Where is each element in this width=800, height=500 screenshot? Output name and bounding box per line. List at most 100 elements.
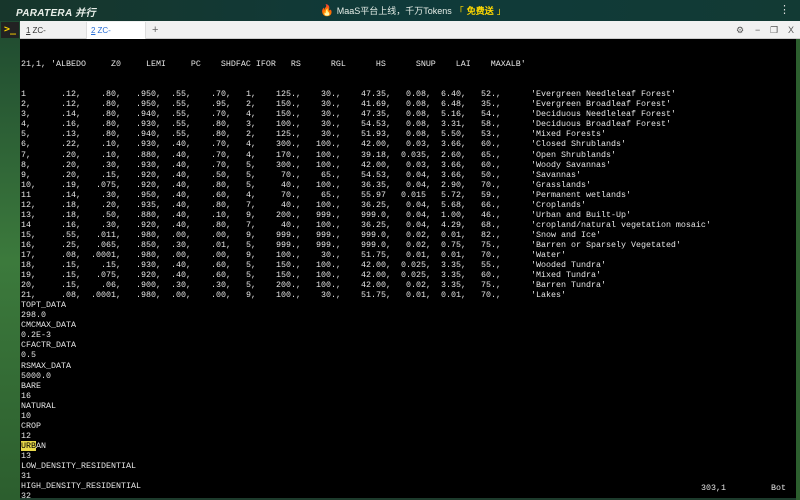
cell-snup: 0.01,	[406, 290, 431, 301]
promo-banner[interactable]: 🔥 MaaS平台上线，千万Tokens 「免费送」	[320, 4, 506, 17]
buffer-line: 32	[21, 491, 31, 498]
table-header-line: 21,1, 'ALBEDO Z0 LEMI PC SHDFAC IFOR RS …	[21, 59, 526, 70]
cell-lai: 0.75,	[441, 239, 466, 250]
terminal-app-icon[interactable]: >_	[1, 22, 19, 38]
cell-lai: 1.00,	[441, 209, 466, 220]
cell-maxalb: 60.,	[481, 270, 501, 281]
minimize-button[interactable]: −	[755, 25, 761, 35]
cell-pc: .55,	[171, 109, 191, 120]
cell-row-id: 8,	[21, 159, 31, 170]
cell-row-id: 11	[21, 189, 31, 200]
cell-lai: 0.01,	[441, 249, 466, 260]
table-row: 12, .18, .20, .935, .40, .80, 7, 40., 100., 36.25…	[21, 200, 791, 210]
cell-rgl: 30.,	[321, 129, 341, 140]
cell-z0: .80,	[101, 119, 121, 130]
cell-pc: .40,	[171, 199, 191, 210]
table-row: 20, .15, .06, .900, .30, .30, 5, 200., 100., 42.0…	[21, 280, 791, 290]
kebab-icon[interactable]: ⋮	[779, 4, 790, 16]
cell-ifor: 5,	[246, 270, 256, 281]
cell-rs: 70.,	[281, 169, 301, 180]
cell-albedo: .14,	[61, 109, 81, 120]
cell-albedo: .14,	[61, 189, 81, 200]
cell-hs: 36.25,	[361, 199, 391, 210]
cell-hs: 42.00,	[361, 280, 391, 291]
cell-rs: 200.,	[276, 209, 301, 220]
cell-land-type: 'Mixed Tundra'	[531, 270, 601, 281]
add-tab-button[interactable]: +	[152, 24, 159, 36]
cell-rgl: 100.,	[316, 159, 341, 170]
cell-snup: 0.02,	[406, 280, 431, 291]
cell-maxalb: 60.,	[481, 159, 501, 170]
cell-z0: .80,	[101, 99, 121, 110]
cell-ifor: 9,	[246, 229, 256, 240]
cell-lemi: .850,	[136, 239, 161, 250]
vim-buffer: 21,1, 'ALBEDO Z0 LEMI PC SHDFAC IFOR RS …	[21, 39, 791, 498]
cell-shdfac: .50,	[211, 169, 231, 180]
cell-land-type: 'Open Shrublands'	[531, 149, 616, 160]
maximize-button[interactable]: ❐	[770, 25, 779, 35]
cell-land-type: 'Woody Savannas'	[531, 159, 611, 170]
settings-icon[interactable]: ⚙	[736, 25, 745, 35]
paratera-logo: PARATERA 并行	[16, 8, 96, 19]
cell-shdfac: .80,	[211, 119, 231, 130]
cell-lai: 3.35,	[441, 260, 466, 271]
cell-albedo: .08,	[61, 290, 81, 301]
cell-row-id: 19,	[21, 270, 36, 281]
cell-hs: 39.18,	[361, 149, 391, 160]
terminal-screen[interactable]: 21,1, 'ALBEDO Z0 LEMI PC SHDFAC IFOR RS …	[20, 39, 796, 498]
cell-row-id: 18,	[21, 260, 36, 271]
close-button[interactable]: X	[788, 25, 795, 35]
cell-ifor: 5,	[246, 159, 256, 170]
cell-rs: 999.,	[276, 239, 301, 250]
cell-rs: 100.,	[276, 249, 301, 260]
desktop-background-right	[796, 39, 800, 500]
cell-z0: .80,	[101, 89, 121, 100]
table-row: 19, .15, .075, .920, .40, .60, 5, 150., 100., 42.…	[21, 270, 791, 280]
cell-maxalb: 54.,	[481, 109, 501, 120]
cell-ifor: 9,	[246, 249, 256, 260]
cell-z0: .075,	[96, 179, 121, 190]
cell-land-type: 'Permanent wetlands'	[531, 189, 631, 200]
cell-lai: 5.68,	[441, 199, 466, 210]
cell-rgl: 100.,	[316, 139, 341, 150]
table-row: 5, .13, .80, .940, .55, .80, 2, 125., 30., 51.93,…	[21, 129, 791, 139]
buffer-line: 0.5	[21, 350, 36, 361]
cell-albedo: .13,	[61, 129, 81, 140]
cell-row-id: 13,	[21, 209, 36, 220]
cell-hs: 42.00,	[361, 260, 391, 271]
cell-shdfac: .70,	[211, 139, 231, 150]
cell-pc: .40,	[171, 270, 191, 281]
cell-pc: .00,	[171, 290, 191, 301]
cell-lemi: .920,	[136, 179, 161, 190]
cell-hs: 55.97	[361, 189, 386, 200]
cell-z0: .50,	[101, 209, 121, 220]
cell-ifor: 2,	[246, 129, 256, 140]
cell-albedo: .18,	[61, 199, 81, 210]
cell-snup: 0.01,	[406, 249, 431, 260]
cell-rs: 170.,	[276, 149, 301, 160]
tab-session-2[interactable]: 2ZC-M6@...X	[86, 22, 146, 52]
cell-z0: .10,	[101, 149, 121, 160]
table-row: 2, .12, .80, .950, .55, .95, 2, 150., 30., 41.69,…	[21, 99, 791, 109]
cell-land-type: 'Barren Tundra'	[531, 280, 606, 291]
cell-row-id: 9,	[21, 169, 31, 180]
cell-rgl: 30.,	[321, 89, 341, 100]
cell-lemi: .950,	[136, 99, 161, 110]
cell-snup: 0.02,	[406, 229, 431, 240]
table-row: 21, .08, .0001, .980, .00, .00, 9, 100., 30., 51.…	[21, 290, 791, 300]
buffer-line: BARE	[21, 380, 41, 391]
cell-maxalb: 82.,	[481, 229, 501, 240]
tab-session-1[interactable]: 1ZC-M6@...X	[22, 22, 84, 52]
cell-albedo: .55,	[61, 229, 81, 240]
cell-maxalb: 75.,	[481, 239, 501, 250]
cell-rgl: 100.,	[316, 260, 341, 271]
cell-hs: 51.93,	[361, 129, 391, 140]
cell-hs: 41.69,	[361, 99, 391, 110]
cell-hs: 42.00,	[361, 270, 391, 281]
table-row: 6, .22, .10, .930, .40, .70, 4, 300., 100., 42.00…	[21, 139, 791, 149]
cell-land-type: 'Urban and Built-Up'	[531, 209, 631, 220]
cell-rgl: 100.,	[316, 199, 341, 210]
cell-row-id: 12,	[21, 199, 36, 210]
cell-rgl: 65.,	[321, 189, 341, 200]
cell-lai: 3.35,	[441, 280, 466, 291]
